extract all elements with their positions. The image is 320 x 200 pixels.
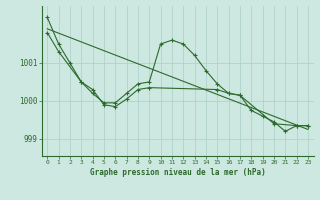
X-axis label: Graphe pression niveau de la mer (hPa): Graphe pression niveau de la mer (hPa) <box>90 168 266 177</box>
